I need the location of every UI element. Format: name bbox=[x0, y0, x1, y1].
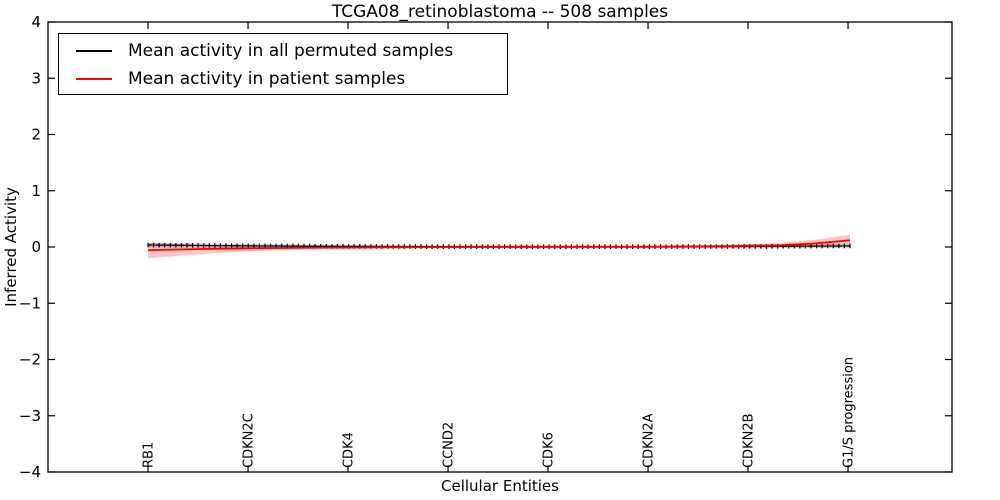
entity-label-cdkn2a: CDKN2A bbox=[642, 413, 657, 468]
y-tick-label: −1 bbox=[19, 294, 41, 312]
y-tick-label: 3 bbox=[31, 69, 41, 87]
legend-label-patient: Mean activity in patient samples bbox=[128, 69, 406, 89]
entity-label-g1-s-progression: G1/S progression bbox=[842, 357, 857, 468]
legend-item-patient-samples: Mean activity in patient samples bbox=[59, 65, 507, 93]
entity-label-cdkn2c: CDKN2C bbox=[242, 413, 257, 468]
x-axis-label: Cellular Entities bbox=[441, 477, 559, 495]
y-tick-label: 2 bbox=[31, 126, 41, 144]
black-line-swatch-icon bbox=[76, 50, 112, 52]
entity-label-cdk6: CDK6 bbox=[541, 432, 556, 468]
y-tick-label: −4 bbox=[19, 463, 41, 481]
legend: Mean activity in all permuted samples Me… bbox=[58, 33, 508, 95]
entity-label-rb1: RB1 bbox=[142, 442, 157, 468]
y-tick-label: 0 bbox=[31, 238, 41, 256]
entity-label-cdk4: CDK4 bbox=[341, 432, 356, 468]
y-tick-label: −2 bbox=[19, 351, 41, 369]
entity-label-cdkn2b: CDKN2B bbox=[741, 413, 756, 468]
y-tick-label: 1 bbox=[31, 182, 41, 200]
patient-mean-line bbox=[147, 239, 851, 251]
legend-item-permuted-samples: Mean activity in all permuted samples bbox=[59, 37, 507, 65]
y-tick-label: 4 bbox=[31, 13, 41, 31]
red-line-swatch-icon bbox=[76, 78, 112, 80]
chart-title: TCGA08_retinoblastoma -- 508 samples bbox=[331, 2, 669, 22]
legend-label-permuted: Mean activity in all permuted samples bbox=[128, 41, 454, 61]
entity-label-ccnd2: CCND2 bbox=[442, 422, 457, 468]
y-tick-label: −3 bbox=[19, 407, 41, 425]
